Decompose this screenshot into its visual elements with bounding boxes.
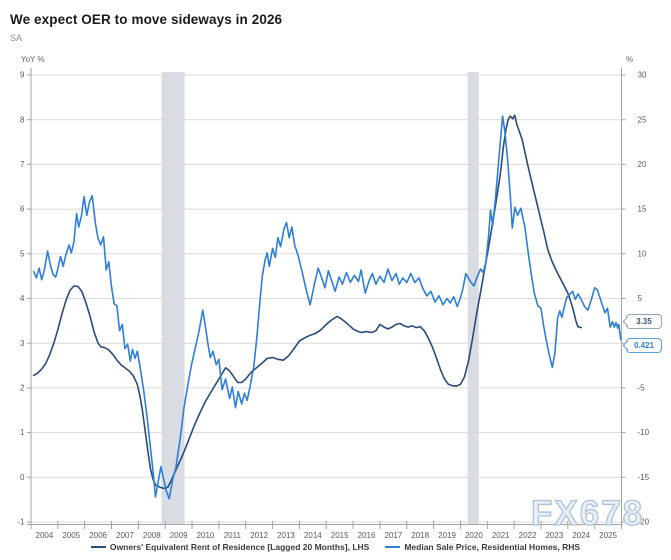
left-axis-unit-label: YoY % xyxy=(21,55,45,64)
left-axis-tick-label: 4 xyxy=(20,294,25,303)
x-axis-year-label: 2022 xyxy=(519,531,537,540)
x-axis-year-label: 2013 xyxy=(277,531,295,540)
right-axis-tick-label: 30 xyxy=(638,71,647,80)
right-axis-tick-label: 20 xyxy=(638,160,647,169)
legend-item-oer: Owners' Equivalent Rent of Residence [La… xyxy=(90,542,370,552)
chart-title: We expect OER to move sideways in 2026 xyxy=(10,12,283,27)
right-axis-tick-label: -15 xyxy=(638,473,650,482)
x-axis-year-label: 2011 xyxy=(224,531,242,540)
msp-line-swatch xyxy=(385,546,401,548)
x-axis-year-label: 2008 xyxy=(143,531,161,540)
right-axis-unit-label: % xyxy=(626,55,634,64)
x-axis-year-label: 2019 xyxy=(438,531,456,540)
median-sale-price-series xyxy=(32,115,622,500)
x-axis-year-label: 2006 xyxy=(89,531,107,540)
right-axis-tick-label: -5 xyxy=(638,384,646,393)
left-axis-tick-label: 0 xyxy=(20,473,25,482)
x-axis-year-label: 2007 xyxy=(116,531,134,540)
oer-line-series xyxy=(32,114,582,490)
legend: Owners' Equivalent Rent of Residence [La… xyxy=(0,542,671,552)
left-axis-tick-label: 1 xyxy=(20,428,25,437)
right-axis-tick-label: 15 xyxy=(638,205,647,214)
left-axis-tick-label: -1 xyxy=(17,518,25,527)
right-axis-tick-label: -20 xyxy=(638,518,650,527)
left-axis-tick-label: 3 xyxy=(20,339,25,348)
watermark: FX678 xyxy=(530,493,645,533)
legend-item-msp: Median Sale Price, Residential Homes, RH… xyxy=(385,542,580,552)
x-axis-year-label: 2009 xyxy=(170,531,188,540)
oer-line-swatch xyxy=(90,546,106,548)
x-axis-year-label: 2025 xyxy=(599,531,617,540)
x-axis-year-label: 2017 xyxy=(384,531,402,540)
x-axis-year-label: 2005 xyxy=(62,531,80,540)
x-axis-year-label: 2004 xyxy=(36,531,54,540)
x-axis-year-label: 2018 xyxy=(411,531,429,540)
left-axis-tick-label: 8 xyxy=(20,115,25,124)
x-axis-year-label: 2020 xyxy=(465,531,483,540)
left-axis-tick-label: 6 xyxy=(20,205,25,214)
legend-label-msp: Median Sale Price, Residential Homes, RH… xyxy=(404,542,581,552)
x-axis-year-label: 2012 xyxy=(250,531,268,540)
msp-last-value-callout: 0.421 xyxy=(626,338,662,353)
x-axis-year-label: 2024 xyxy=(572,531,590,540)
x-axis-year-label: 2014 xyxy=(304,531,322,540)
left-axis-tick-label: 9 xyxy=(20,71,25,80)
x-axis-year-label: 2016 xyxy=(358,531,376,540)
x-axis-year-label: 2023 xyxy=(545,531,563,540)
legend-label-oer: Owners' Equivalent Rent of Residence [La… xyxy=(109,542,370,552)
right-axis-tick-label: 25 xyxy=(638,115,647,124)
chart-subtitle: SA xyxy=(10,33,23,43)
right-axis-tick-label: 10 xyxy=(638,249,647,258)
left-axis-tick-label: 5 xyxy=(20,249,25,258)
right-axis-tick-label: -10 xyxy=(638,428,650,437)
x-axis-year-label: 2010 xyxy=(197,531,215,540)
left-axis-tick-label: 7 xyxy=(20,160,25,169)
x-axis-year-label: 2021 xyxy=(492,531,510,540)
x-axis-year-label: 2015 xyxy=(331,531,349,540)
oer-last-value-callout: 3.35 xyxy=(626,314,662,329)
left-axis-tick-label: 2 xyxy=(20,384,25,393)
right-axis-tick-label: 5 xyxy=(638,294,643,303)
